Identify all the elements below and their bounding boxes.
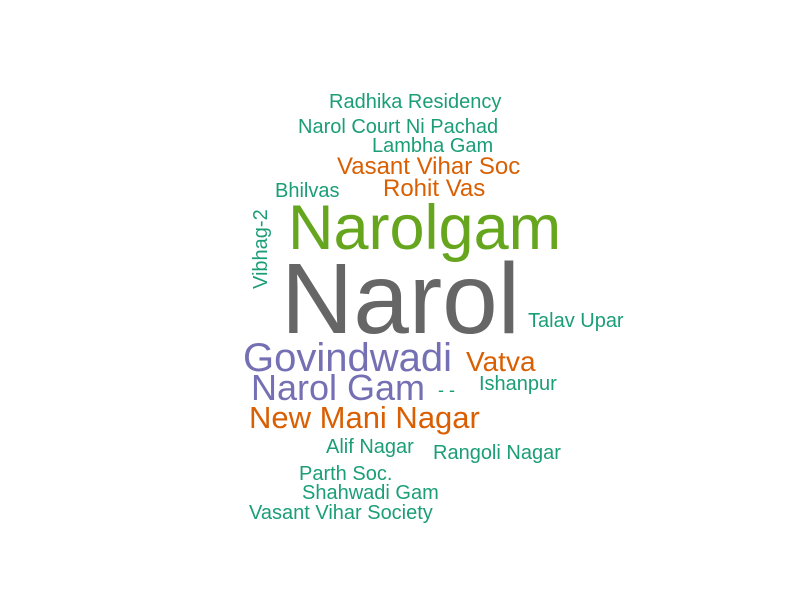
- word-ishanpur: Ishanpur: [479, 373, 557, 395]
- word-narol-gam: Narol Gam: [251, 367, 426, 408]
- word-talav-upar: Talav Upar: [528, 310, 624, 332]
- word-narol-court-ni-pachad: Narol Court Ni Pachad: [298, 116, 499, 138]
- word-vatva: Vatva: [466, 346, 536, 377]
- word-vibhag-2: Vibhag-2: [250, 209, 272, 289]
- word-vasant-vihar-society: Vasant Vihar Society: [249, 502, 433, 524]
- word-narolgam: Narolgam: [288, 193, 562, 263]
- word-vasant-vihar-soc: Vasant Vihar Soc: [337, 153, 521, 180]
- word-rangoli-nagar: Rangoli Nagar: [433, 442, 561, 464]
- word-rohit-vas: Rohit Vas: [383, 175, 486, 202]
- word-parth-soc: Parth Soc.: [299, 463, 393, 485]
- word-lambha-gam: Lambha Gam: [372, 135, 494, 157]
- word-radhika-residency: Radhika Residency: [329, 91, 502, 113]
- word-new-mani-nagar: New Mani Nagar: [249, 400, 480, 435]
- word-alif-nagar: Alif Nagar: [326, 436, 414, 458]
- word-bhilvas: Bhilvas: [275, 180, 340, 202]
- word-govindwadi: Govindwadi: [243, 336, 453, 380]
- word-narol: Narol: [281, 243, 520, 355]
- word-shahwadi-gam: Shahwadi Gam: [302, 482, 439, 504]
- word-dash-dash: - -: [438, 380, 455, 400]
